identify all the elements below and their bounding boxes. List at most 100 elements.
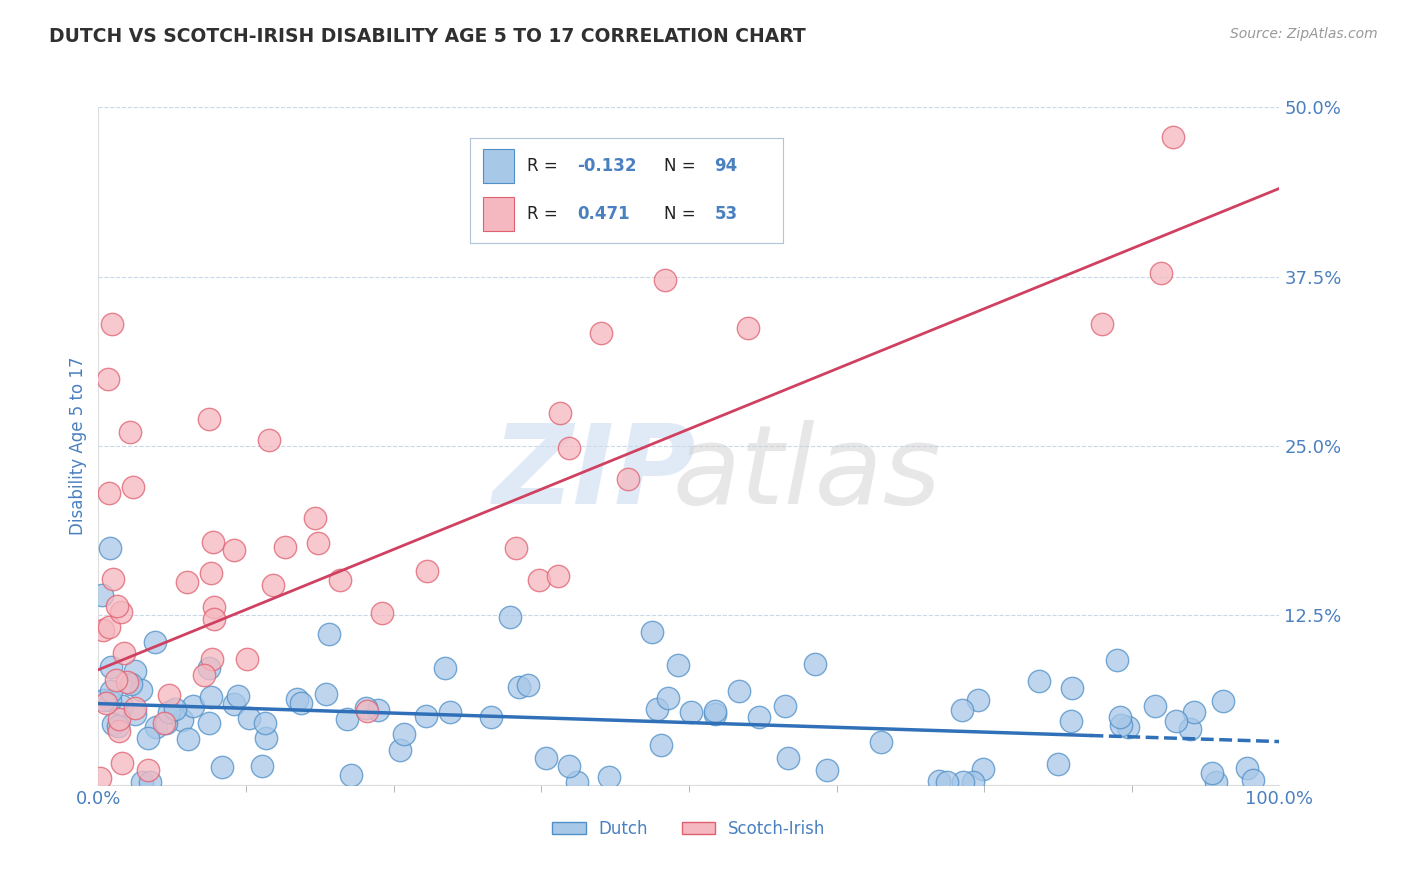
Point	[200, 690, 222, 704]
Point	[157, 688, 180, 702]
Point	[172, 713, 194, 727]
Point	[138, 763, 160, 777]
Point	[155, 715, 177, 730]
Point	[558, 759, 581, 773]
Point	[329, 573, 352, 587]
Point	[254, 731, 277, 745]
Point	[1105, 653, 1128, 667]
Point	[666, 658, 689, 673]
Point	[98, 541, 121, 555]
Point	[129, 683, 152, 698]
Point	[120, 677, 142, 691]
Point	[96, 696, 118, 710]
Point	[257, 434, 280, 448]
Point	[143, 634, 166, 648]
Point	[97, 620, 120, 634]
Point	[107, 719, 129, 733]
Point	[198, 412, 221, 426]
Point	[222, 697, 245, 711]
Point	[131, 775, 153, 789]
Point	[952, 775, 974, 789]
Point	[1060, 681, 1083, 695]
Point	[804, 657, 827, 671]
Point	[565, 775, 588, 789]
Point	[1150, 266, 1173, 280]
Point	[1109, 710, 1132, 724]
Point	[105, 599, 128, 613]
Point	[181, 699, 204, 714]
Point	[815, 763, 838, 777]
Legend: Dutch, Scotch-Irish: Dutch, Scotch-Irish	[546, 814, 832, 845]
Point	[304, 511, 326, 525]
Point	[704, 707, 727, 722]
Point	[950, 703, 973, 717]
Point	[108, 724, 131, 739]
Point	[589, 326, 612, 341]
Y-axis label: Disability Age 5 to 17: Disability Age 5 to 17	[69, 357, 87, 535]
Point	[389, 743, 412, 757]
Point	[1164, 714, 1187, 729]
Point	[202, 612, 225, 626]
Point	[557, 441, 579, 455]
Point	[704, 704, 727, 718]
Point	[972, 763, 994, 777]
Point	[124, 665, 146, 679]
Point	[100, 683, 122, 698]
Point	[415, 708, 437, 723]
Point	[1161, 130, 1184, 145]
Point	[222, 543, 245, 558]
Point	[100, 660, 122, 674]
Point	[274, 540, 297, 554]
Text: DUTCH VS SCOTCH-IRISH DISABILITY AGE 5 TO 17 CORRELATION CHART: DUTCH VS SCOTCH-IRISH DISABILITY AGE 5 T…	[49, 27, 806, 45]
Point	[645, 702, 668, 716]
Point	[650, 738, 672, 752]
Point	[176, 575, 198, 590]
Point	[1059, 714, 1081, 728]
Point	[928, 774, 950, 789]
Point	[737, 321, 759, 335]
Point	[773, 699, 796, 714]
Point	[139, 775, 162, 789]
Point	[201, 535, 224, 549]
Point	[479, 710, 502, 724]
Point	[416, 564, 439, 578]
Point	[728, 684, 751, 698]
Point	[97, 371, 120, 385]
Point	[198, 716, 221, 731]
Point	[336, 713, 359, 727]
Point	[111, 756, 134, 770]
Point	[122, 480, 145, 494]
Point	[112, 646, 135, 660]
Point	[439, 705, 461, 719]
Point	[508, 680, 530, 694]
Point	[111, 698, 134, 713]
Point	[517, 678, 540, 692]
Point	[1091, 317, 1114, 331]
Point	[91, 588, 114, 602]
Point	[98, 693, 121, 707]
Point	[356, 704, 378, 718]
Point	[527, 573, 550, 587]
Point	[870, 735, 893, 749]
Point	[434, 661, 457, 675]
Point	[211, 760, 233, 774]
Point	[1236, 761, 1258, 775]
Point	[936, 775, 959, 789]
Point	[499, 609, 522, 624]
Point	[262, 578, 284, 592]
Point	[108, 712, 131, 726]
Point	[101, 717, 124, 731]
Point	[252, 759, 274, 773]
Point	[371, 606, 394, 620]
Point	[200, 566, 222, 581]
Point	[1201, 765, 1223, 780]
Point	[110, 605, 132, 619]
Point	[339, 768, 361, 782]
Point	[748, 710, 770, 724]
Point	[157, 706, 180, 720]
Point	[91, 623, 114, 637]
Point	[616, 472, 638, 486]
Point	[124, 706, 146, 721]
Point	[778, 750, 800, 764]
Point	[254, 715, 277, 730]
